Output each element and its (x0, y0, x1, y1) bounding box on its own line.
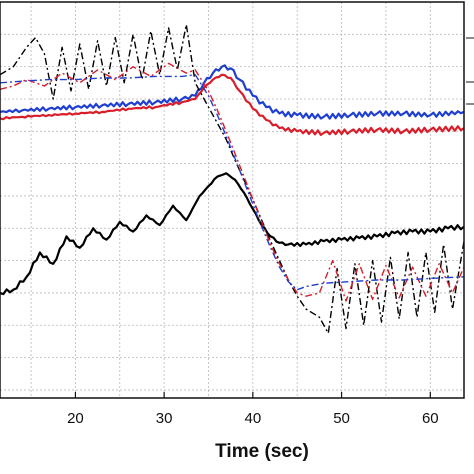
series-layer (0, 23, 465, 334)
series-line-5 (0, 62, 465, 302)
grid (0, 2, 464, 398)
series-line-1 (0, 64, 465, 120)
legend-entry-marks (466, 37, 474, 105)
x-tick-label: 50 (333, 410, 350, 427)
plot-frame (0, 1, 465, 399)
x-axis-title: Time (sec) (215, 441, 309, 462)
series-line-2 (0, 73, 465, 136)
legend (466, 37, 474, 105)
x-tick-label: 20 (67, 410, 84, 427)
x-axis: 20 30 40 50 60 (67, 392, 439, 427)
x-tick-label: 40 (245, 410, 262, 427)
x-tick-label: 60 (422, 410, 439, 427)
x-tick-label: 30 (156, 410, 173, 427)
series-line-6 (0, 74, 465, 291)
series-line-3 (0, 172, 465, 296)
